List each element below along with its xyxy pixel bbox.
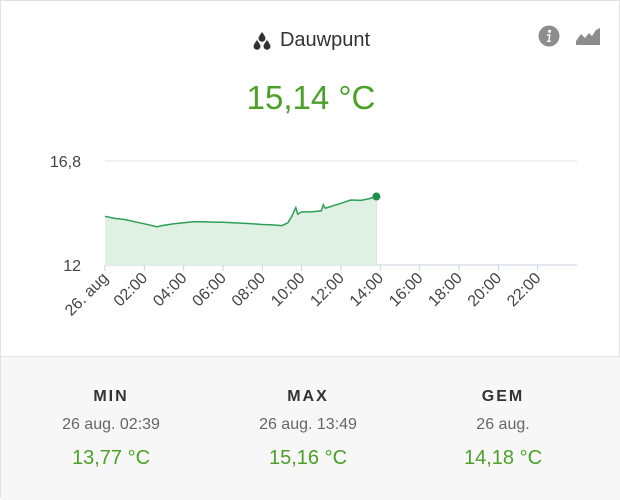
x-tick-label: 22:00 (504, 270, 544, 310)
x-tick-label: 06:00 (189, 270, 229, 310)
stat-min-date: 26 aug. 02:39 (62, 416, 160, 433)
stat-max-value: 15,16 °C (268, 447, 348, 469)
last-point-marker (372, 192, 381, 201)
y-tick-label: 12 (63, 258, 81, 275)
x-tick-label: 16:00 (386, 270, 426, 310)
x-tick-label: 02:00 (111, 270, 151, 310)
x-tick-label: 20:00 (465, 270, 505, 310)
widget-title: Dauwpunt (279, 29, 371, 51)
stat-max-date: 26 aug. 13:49 (259, 416, 357, 433)
series-line (104, 195, 377, 228)
stat-avg-date: 26 aug. (476, 416, 530, 433)
x-tick-label: 14:00 (347, 270, 387, 310)
x-tick-label: 08:00 (229, 270, 269, 310)
y-tick-label: 16,8 (50, 154, 81, 171)
widget-header: Dauwpunt (1, 29, 620, 56)
x-tick-label: 04:00 (150, 270, 190, 310)
stat-max-label: MAX (287, 388, 329, 405)
stat-min-label: MIN (93, 388, 129, 405)
stat-avg-label: GEM (481, 388, 525, 405)
series-area (105, 196, 377, 265)
info-icon[interactable] (538, 25, 560, 47)
x-tick-label: 18:00 (425, 270, 465, 310)
trend-chart-icon[interactable] (576, 27, 600, 45)
x-tick-label: 26. aug (62, 270, 112, 320)
x-tick-label: 12:00 (307, 270, 347, 310)
title-row: Dauwpunt (252, 29, 370, 52)
x-tick-label: 10:00 (268, 270, 308, 310)
stat-avg-value: 14,18 °C (463, 447, 543, 469)
dew-drops-icon (253, 31, 271, 50)
current-value: 15,14 °C (246, 79, 376, 116)
stat-min-value: 13,77 °C (71, 447, 151, 469)
stats-footer: MIN 26 aug. 02:39 13,77 °C MAX 26 aug. 1… (1, 356, 620, 500)
